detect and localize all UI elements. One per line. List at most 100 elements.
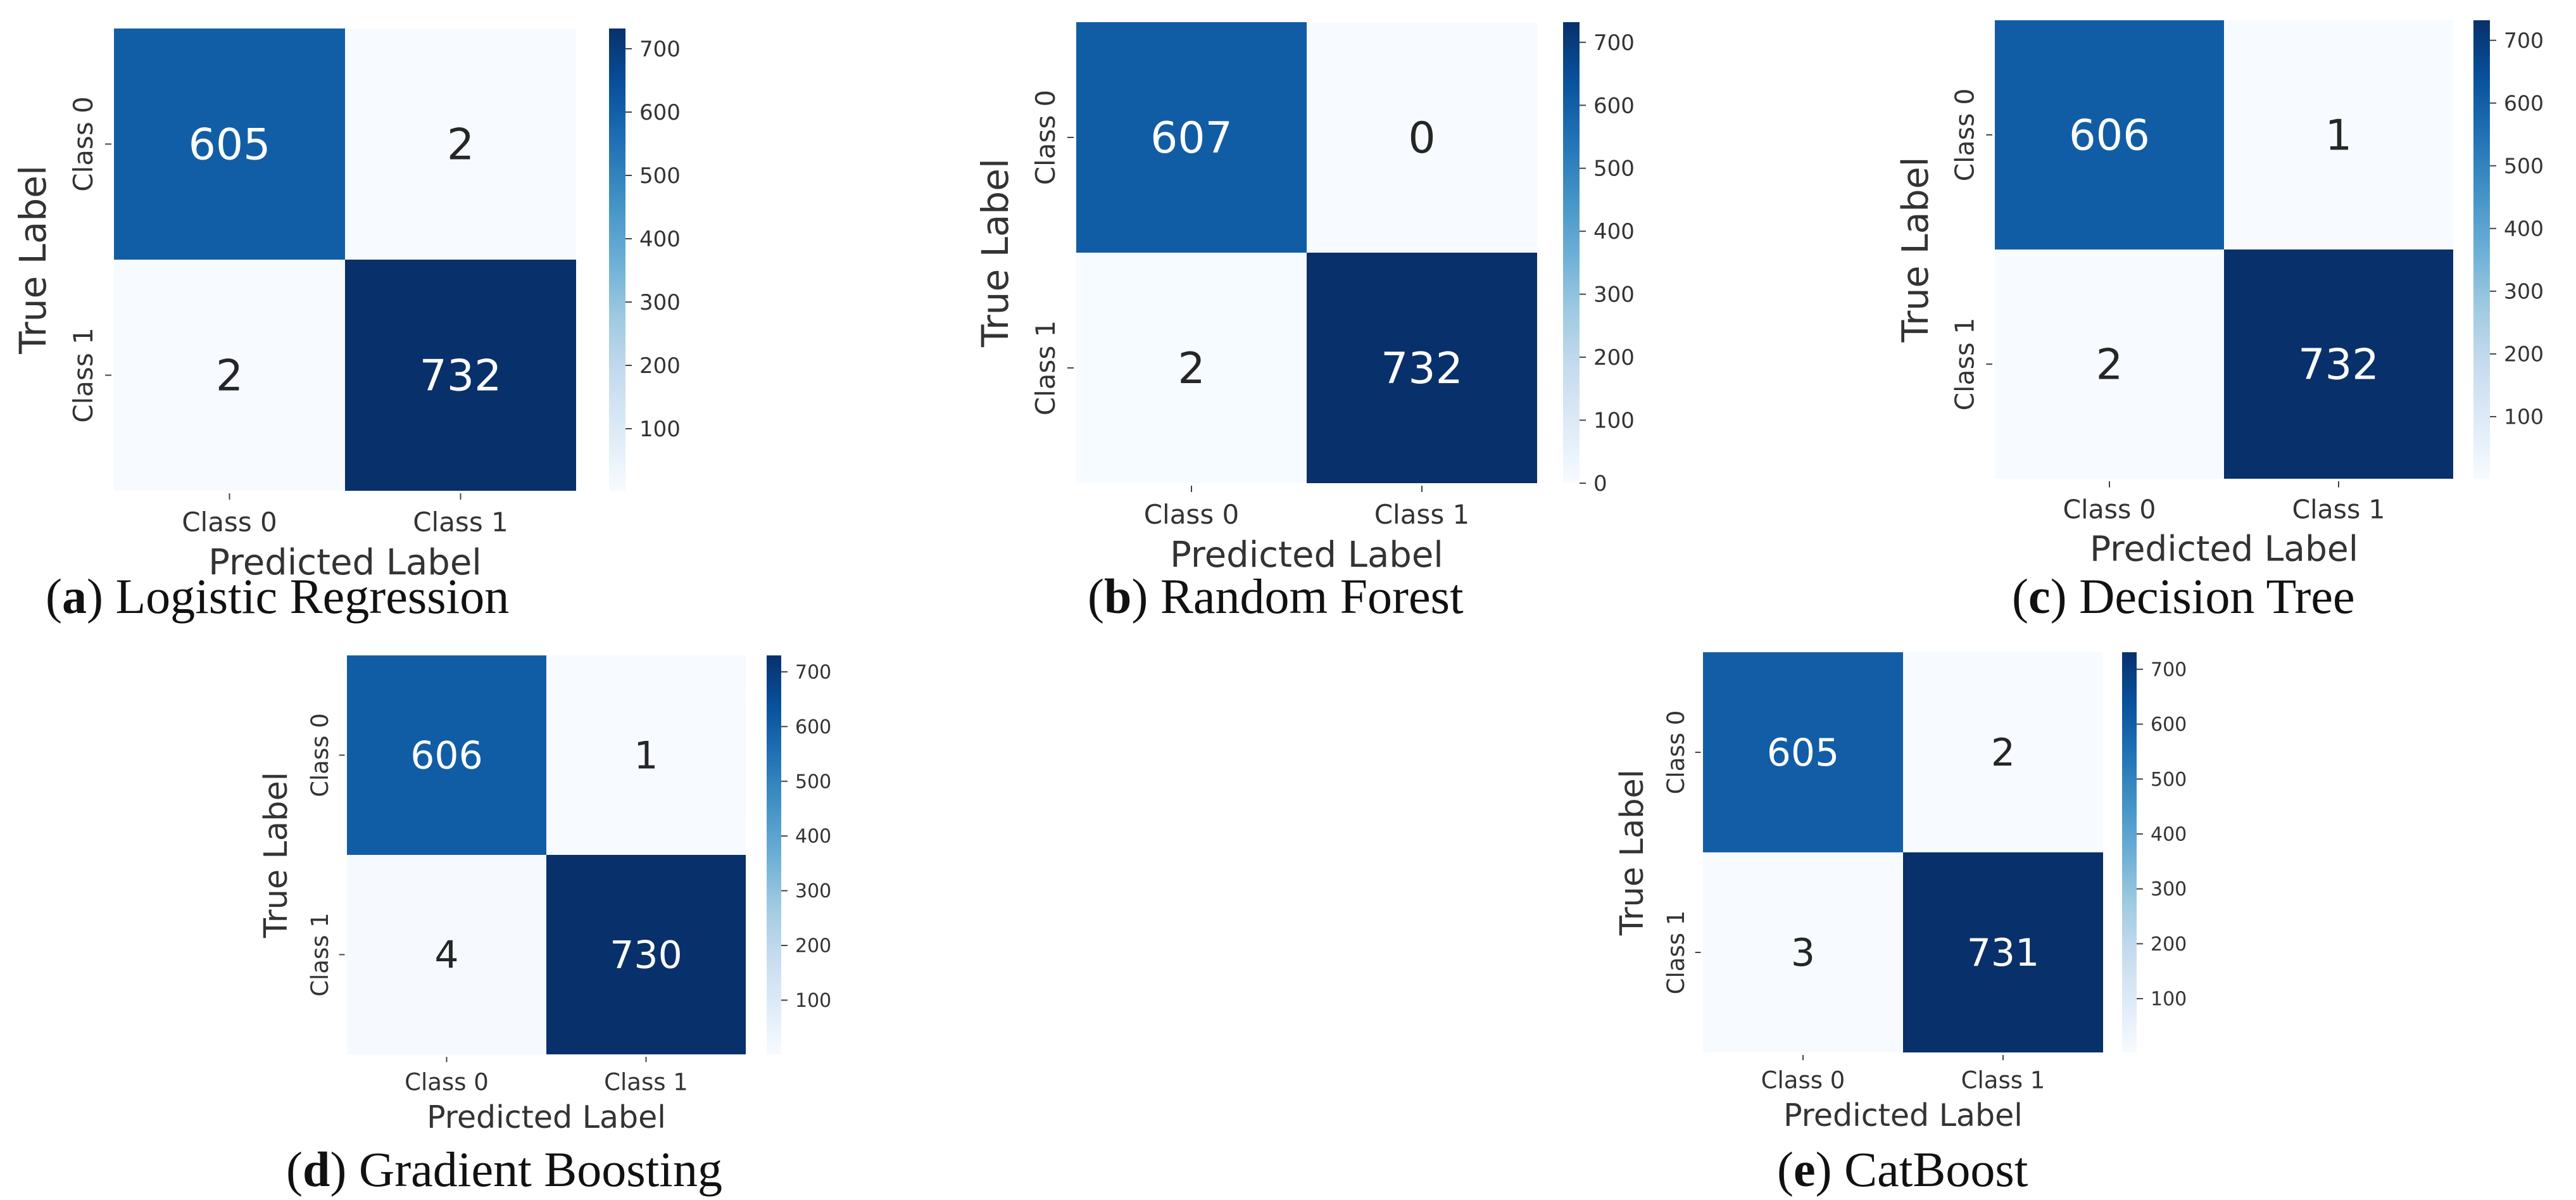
- colorbar-tick-label: 100: [639, 417, 681, 442]
- matrix-cell-r0-c0: [1076, 22, 1307, 253]
- matrix-cell-r0-c0: [1703, 652, 1903, 852]
- colorbar-tick-label: 700: [1593, 30, 1635, 56]
- y-tick-label: Class 1: [1950, 318, 1980, 411]
- y-axis-title: True Label: [258, 772, 295, 938]
- cell-value-label: 732: [420, 351, 502, 401]
- colorbar-tick-label: 400: [1593, 219, 1635, 244]
- caption-open-paren: (: [46, 569, 62, 624]
- cell-value-label: 605: [1767, 731, 1840, 775]
- colorbar-tick-label: 100: [2504, 405, 2544, 429]
- panel-caption: (b) Random Forest: [1088, 569, 1464, 624]
- colorbar-tick-label: 700: [2151, 659, 2187, 681]
- caption-letter: a: [62, 569, 87, 624]
- cell-value-label: 3: [1791, 931, 1815, 975]
- x-tick-label: Class 1: [1961, 1066, 2045, 1094]
- panel-caption: (a) Logistic Regression: [46, 569, 509, 624]
- x-axis-title: Predicted Label: [427, 1099, 666, 1135]
- x-tick-label: Class 0: [182, 507, 277, 538]
- y-axis-title: True Label: [1895, 157, 1937, 343]
- panel-caption: (d) Gradient Boosting: [286, 1142, 722, 1197]
- y-tick-label: Class 1: [1030, 320, 1061, 416]
- y-tick-label: Class 0: [1662, 711, 1690, 795]
- cell-value-label: 731: [1967, 931, 2040, 975]
- cell-value-label: 732: [1381, 344, 1463, 394]
- caption-letter: c: [2028, 569, 2051, 624]
- cell-value-label: 732: [2298, 340, 2379, 389]
- colorbar-tick-label: 0: [1593, 471, 1607, 496]
- y-tick-label: Class 0: [68, 96, 99, 192]
- y-axis-title: True Label: [974, 158, 1017, 348]
- y-axis-title: True Label: [11, 165, 54, 355]
- caption-close-paren: ): [1816, 1142, 1844, 1197]
- caption-open-paren: (: [1777, 1142, 1794, 1197]
- colorbar-tick-label: 200: [639, 353, 681, 379]
- caption-model-name: Logistic Regression: [115, 569, 509, 624]
- y-tick-label: Class 0: [306, 713, 334, 797]
- x-tick-label: Class 1: [1374, 499, 1470, 530]
- matrix-cell-r0-c1: [2224, 20, 2453, 249]
- cell-value-label: 606: [410, 734, 483, 778]
- matrix-cell-r0-c1: [1307, 22, 1537, 253]
- cell-value-label: 2: [2096, 340, 2123, 389]
- cell-value-label: 1: [634, 734, 658, 778]
- matrix-cell-r1-c0: [1995, 249, 2224, 479]
- colorbar-tick-label: 100: [2151, 988, 2187, 1011]
- colorbar-tick-label: 500: [2151, 769, 2187, 791]
- colorbar-tick-label: 400: [639, 227, 681, 252]
- cell-value-label: 2: [1178, 344, 1205, 394]
- y-axis-title: True Label: [1614, 769, 1651, 936]
- confusion-matrix-panel-a: 605 2 2 732 Class 0 Class 1 Class 0 Class 1 Pred…: [11, 28, 681, 624]
- caption-model-name: Decision Tree: [2079, 569, 2354, 624]
- caption-open-paren: (: [1088, 569, 1104, 624]
- matrix-cell-r1-c1: [1307, 253, 1537, 483]
- caption-close-paren: ): [330, 1142, 358, 1197]
- colorbar-tick-label: 600: [639, 100, 681, 125]
- caption-model-name: Gradient Boosting: [359, 1142, 722, 1197]
- colorbar: [1563, 22, 1580, 483]
- matrix-cell-r1-c0: [1703, 852, 1903, 1052]
- colorbar-tick-label: 300: [795, 880, 831, 902]
- colorbar-tick-label: 600: [795, 716, 831, 738]
- colorbar-tick-label: 300: [2504, 279, 2544, 304]
- caption-model-name: CatBoost: [1844, 1142, 2028, 1197]
- x-axis-title: Predicted Label: [1170, 534, 1443, 576]
- colorbar: [609, 28, 625, 491]
- caption-letter: d: [303, 1142, 330, 1197]
- matrix-cell-r0-c0: [347, 655, 546, 855]
- colorbar-tick-label: 400: [2504, 217, 2544, 241]
- x-tick-label: Class 0: [1761, 1066, 1845, 1094]
- colorbar: [2122, 652, 2137, 1052]
- colorbar-tick-label: 600: [2151, 714, 2187, 736]
- confusion-matrix-panel-b: 607 0 2 732 Class 0 Class 1 Class 0 Class 1 Pred…: [974, 22, 1635, 624]
- colorbar-tick-label: 300: [639, 290, 681, 315]
- x-tick-label: Class 0: [1144, 499, 1240, 530]
- colorbar-tick-label: 200: [2151, 933, 2187, 956]
- matrix-cell-r1-c1: [345, 260, 576, 491]
- colorbar-tick-label: 400: [2151, 824, 2187, 846]
- caption-letter: b: [1104, 569, 1131, 624]
- colorbar-tick-label: 600: [1593, 93, 1635, 118]
- colorbar-tick-label: 100: [1593, 408, 1635, 434]
- matrix-cell-r0-c0: [114, 28, 345, 260]
- confusion-matrix-panel-d: 606 1 4 730 Class 0 Class 1 Class 0 Class 1 Pred…: [258, 655, 831, 1197]
- caption-letter: e: [1794, 1142, 1816, 1197]
- cell-value-label: 730: [610, 933, 682, 978]
- colorbar-tick-label: 700: [795, 661, 831, 683]
- caption-model-name: Random Forest: [1160, 569, 1464, 624]
- matrix-cell-r0-c1: [546, 655, 746, 855]
- cell-value-label: 606: [2069, 111, 2150, 160]
- matrix-cell-r1-c1: [546, 855, 746, 1054]
- panel-caption: (c) Decision Tree: [2012, 569, 2355, 624]
- matrix-cell-r1-c0: [347, 855, 546, 1054]
- cell-value-label: 0: [1408, 113, 1435, 163]
- panel-caption: (e) CatBoost: [1777, 1142, 2028, 1197]
- colorbar-tick-label: 500: [795, 771, 831, 793]
- y-tick-label: Class 0: [1030, 90, 1061, 186]
- colorbar-tick-label: 600: [2504, 91, 2544, 115]
- y-tick-label: Class 1: [68, 327, 99, 423]
- colorbar-tick-label: 200: [2504, 342, 2544, 367]
- cell-value-label: 607: [1150, 113, 1233, 163]
- x-tick-label: Class 1: [2292, 495, 2385, 525]
